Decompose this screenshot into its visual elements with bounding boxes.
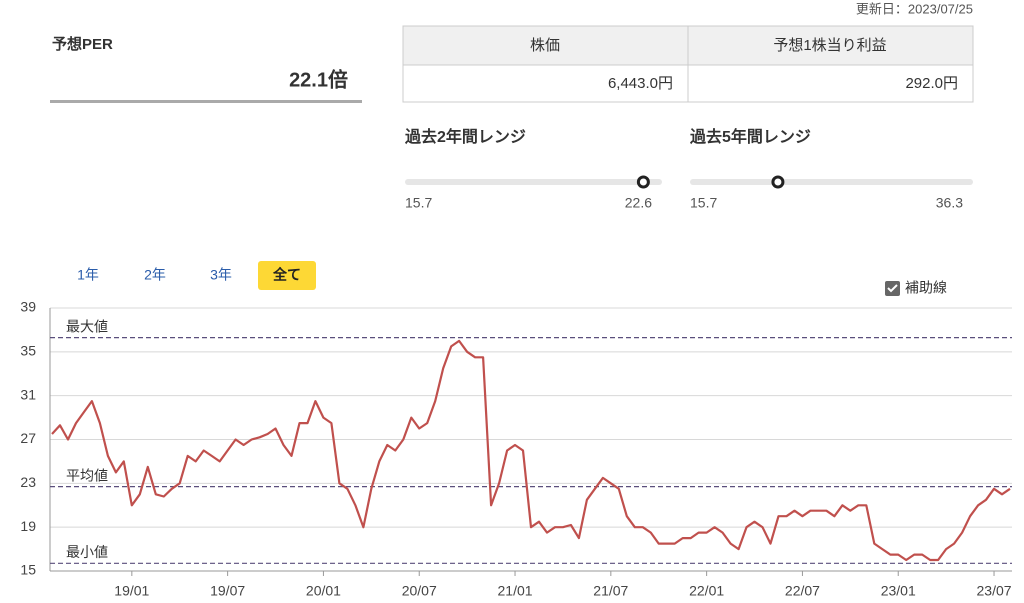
table-header-cell: 株価 [530,37,560,54]
reference-label: 最大値 [66,318,108,334]
tab[interactable]: 1年 [77,267,99,283]
range-title: 過去2年間レンジ [404,127,526,146]
reference-label: 平均値 [66,467,108,483]
x-tick-label: 22/07 [785,583,820,599]
x-tick-label: 20/01 [306,583,341,599]
x-tick-label: 19/01 [114,583,149,599]
y-tick-label: 19 [20,518,36,534]
tab[interactable]: 2年 [144,267,166,283]
y-tick-label: 27 [20,430,36,446]
y-tick-label: 35 [20,343,36,359]
x-tick-label: 23/01 [881,583,916,599]
tab-active-bg[interactable] [258,261,316,290]
y-tick-label: 39 [20,299,36,315]
range-marker [771,175,785,189]
range-track [405,179,662,185]
x-tick-label: 21/01 [498,583,533,599]
per-value: 22.1倍 [289,67,348,91]
range-min: 15.7 [405,195,432,211]
range-track [690,179,973,185]
range-marker [636,175,650,189]
y-tick-label: 23 [20,474,36,490]
table-cell: 292.0円 [905,75,958,92]
range-max: 22.6 [625,195,652,211]
check-mark [887,284,898,293]
per-underline [50,100,362,103]
checkbox-label[interactable]: 補助線 [905,280,947,296]
y-tick-label: 15 [20,562,36,578]
x-tick-label: 22/01 [689,583,724,599]
x-tick-label: 19/07 [210,583,245,599]
line-series [51,339,1011,562]
update-date: 更新日：2023/07/25 [856,1,973,16]
reference-label: 最小値 [66,544,108,560]
tab[interactable]: 3年 [210,267,232,283]
tab[interactable]: 全て [272,267,301,283]
y-tick-label: 31 [20,386,36,402]
range-max: 36.3 [936,195,963,211]
table-cell: 6,443.0円 [608,75,673,92]
range-title: 過去5年間レンジ [689,127,811,146]
x-tick-label: 23/07 [977,583,1012,599]
per-label: 予想PER [52,35,113,53]
x-tick-label: 21/07 [593,583,628,599]
x-tick-label: 20/07 [402,583,437,599]
table-header-cell: 予想1株当り利益 [773,37,886,54]
range-min: 15.7 [690,195,717,211]
